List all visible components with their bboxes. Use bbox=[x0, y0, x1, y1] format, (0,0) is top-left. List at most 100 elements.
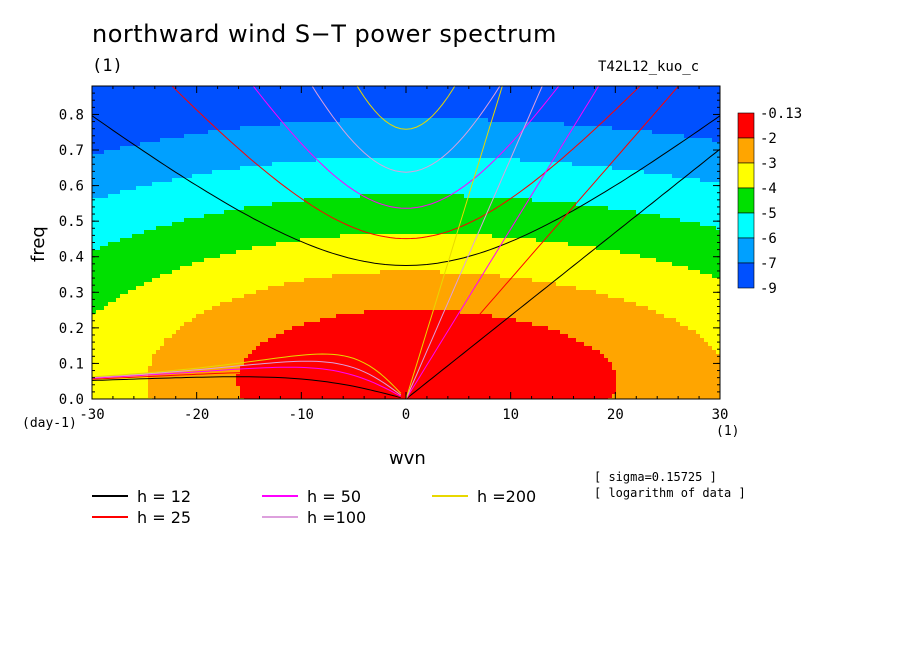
field-cell bbox=[120, 294, 124, 298]
field-cell bbox=[192, 302, 196, 306]
field-cell bbox=[316, 154, 320, 158]
field-cell bbox=[120, 270, 124, 274]
field-cell bbox=[304, 294, 308, 298]
field-cell bbox=[240, 178, 244, 182]
field-cell bbox=[284, 334, 288, 338]
field-cell bbox=[320, 354, 324, 358]
field-cell bbox=[132, 226, 136, 230]
field-cell bbox=[92, 186, 96, 190]
field-cell bbox=[124, 338, 128, 342]
field-cell bbox=[296, 134, 300, 138]
field-cell bbox=[136, 206, 140, 210]
field-cell bbox=[260, 194, 264, 198]
field-cell bbox=[304, 206, 308, 210]
field-cell bbox=[92, 298, 96, 302]
field-cell bbox=[160, 354, 164, 358]
field-cell bbox=[176, 130, 180, 134]
field-cell bbox=[136, 306, 140, 310]
field-cell bbox=[148, 190, 152, 194]
field-cell bbox=[300, 254, 304, 258]
field-cell bbox=[116, 162, 120, 166]
field-cell bbox=[124, 102, 128, 106]
field-cell bbox=[172, 254, 176, 258]
field-cell bbox=[332, 350, 336, 354]
field-cell bbox=[244, 294, 248, 298]
field-cell bbox=[220, 254, 224, 258]
field-cell bbox=[144, 106, 148, 110]
field-cell bbox=[104, 254, 108, 258]
field-cell bbox=[152, 166, 156, 170]
field-cell bbox=[140, 310, 144, 314]
field-cell bbox=[216, 274, 220, 278]
field-cell bbox=[292, 218, 296, 222]
field-cell bbox=[340, 386, 344, 390]
field-cell bbox=[116, 274, 120, 278]
field-cell bbox=[296, 158, 300, 162]
field-cell bbox=[228, 242, 232, 246]
field-cell bbox=[156, 118, 160, 122]
field-cell bbox=[324, 262, 328, 266]
field-cell bbox=[172, 166, 176, 170]
field-cell bbox=[184, 318, 188, 322]
field-cell bbox=[296, 166, 300, 170]
field-cell bbox=[324, 142, 328, 146]
field-cell bbox=[292, 390, 296, 394]
field-cell bbox=[196, 254, 200, 258]
field-cell bbox=[328, 198, 332, 202]
field-cell bbox=[292, 234, 296, 238]
field-cell bbox=[152, 298, 156, 302]
field-cell bbox=[252, 142, 256, 146]
field-cell bbox=[260, 250, 264, 254]
field-cell bbox=[296, 246, 300, 250]
field-cell bbox=[108, 382, 112, 386]
field-cell bbox=[116, 146, 120, 150]
field-cell bbox=[244, 254, 248, 258]
field-cell bbox=[104, 338, 108, 342]
field-cell bbox=[328, 370, 332, 374]
field-cell bbox=[264, 222, 268, 226]
field-cell bbox=[172, 278, 176, 282]
field-cell bbox=[160, 330, 164, 334]
field-cell bbox=[260, 254, 264, 258]
field-cell bbox=[288, 90, 292, 94]
field-cell bbox=[340, 250, 344, 254]
field-cell bbox=[304, 266, 308, 270]
field-cell bbox=[160, 286, 164, 290]
field-cell bbox=[244, 342, 248, 346]
field-cell bbox=[164, 394, 168, 398]
field-cell bbox=[212, 218, 216, 222]
field-cell bbox=[96, 166, 100, 170]
field-cell bbox=[236, 370, 240, 374]
field-cell bbox=[304, 378, 308, 382]
field-cell bbox=[200, 278, 204, 282]
field-cell bbox=[268, 254, 272, 258]
field-cell bbox=[92, 142, 96, 146]
field-cell bbox=[160, 94, 164, 98]
field-cell bbox=[256, 194, 260, 198]
field-cell bbox=[272, 262, 276, 266]
field-cell bbox=[124, 178, 128, 182]
field-cell bbox=[280, 394, 284, 398]
field-cell bbox=[232, 250, 236, 254]
field-cell bbox=[260, 98, 264, 102]
field-cell bbox=[220, 226, 224, 230]
field-cell bbox=[120, 394, 124, 398]
field-cell bbox=[296, 394, 300, 398]
field-cell bbox=[120, 314, 124, 318]
field-cell bbox=[92, 314, 96, 318]
field-cell bbox=[156, 262, 160, 266]
field-cell bbox=[260, 114, 264, 118]
field-cell bbox=[112, 130, 116, 134]
field-cell bbox=[220, 246, 224, 250]
field-cell bbox=[168, 338, 172, 342]
field-cell bbox=[268, 310, 272, 314]
field-cell bbox=[100, 146, 104, 150]
field-cell bbox=[116, 98, 120, 102]
field-cell bbox=[264, 242, 268, 246]
field-cell bbox=[208, 86, 212, 90]
field-cell bbox=[316, 222, 320, 226]
field-cell bbox=[132, 178, 136, 182]
field-cell bbox=[148, 342, 152, 346]
field-cell bbox=[144, 362, 148, 366]
field-cell bbox=[308, 94, 312, 98]
